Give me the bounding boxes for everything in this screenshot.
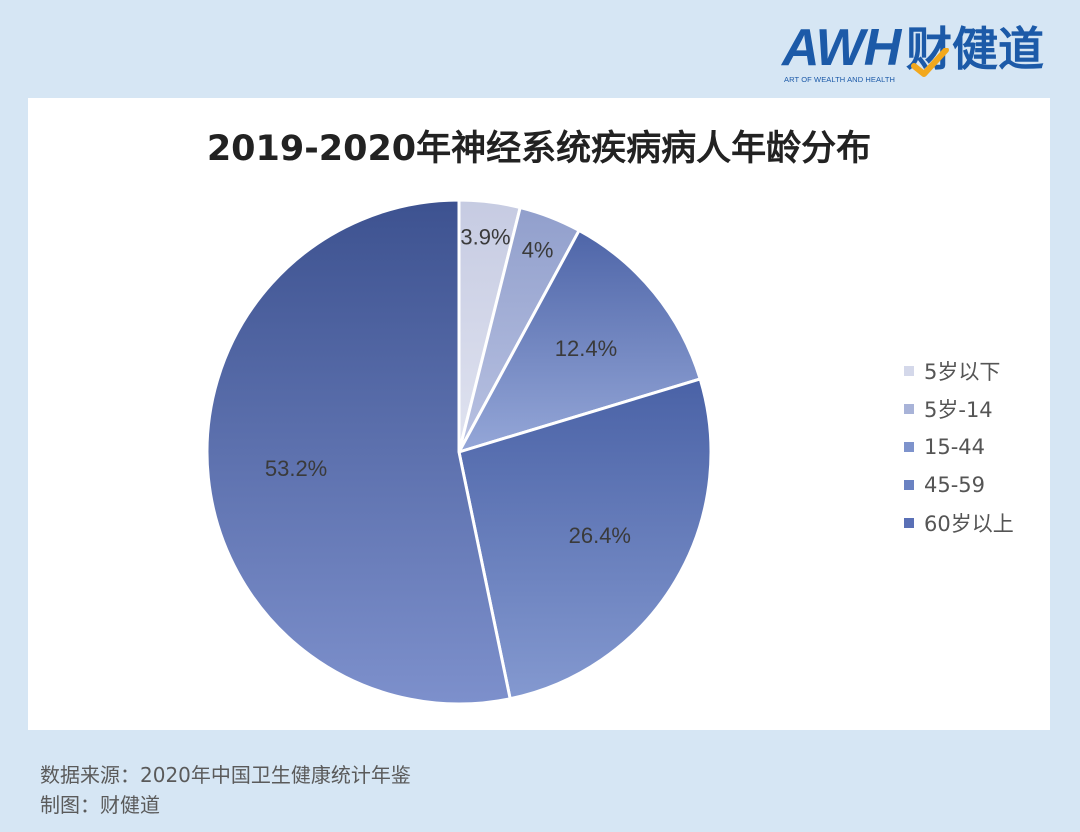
- legend-swatch: [904, 480, 914, 490]
- legend-swatch: [904, 518, 914, 528]
- legend-swatch: [904, 366, 914, 376]
- brand-tagline: ART OF WEALTH AND HEALTH: [784, 75, 896, 84]
- legend-item-1: 5岁以下: [904, 352, 1014, 390]
- chart-credit: 制图：财健道: [40, 793, 160, 817]
- legend-label: 5岁-14: [924, 398, 993, 422]
- slice-label-1: 3.9%: [460, 224, 510, 249]
- legend-item-3: 15-44: [904, 428, 1014, 466]
- legend-item-5: 60岁以上: [904, 504, 1014, 542]
- footer-notes: 数据来源：2020年中国卫生健康统计年鉴 制图：财健道: [40, 760, 411, 820]
- slice-label-5: 53.2%: [265, 456, 327, 481]
- slice-label-4: 26.4%: [569, 523, 631, 548]
- legend-item-4: 45-59: [904, 466, 1014, 504]
- slice-label-2: 4%: [522, 238, 554, 263]
- legend-item-2: 5岁-14: [904, 390, 1014, 428]
- pie-slice-5: [205, 198, 512, 706]
- legend-label: 15-44: [924, 435, 986, 459]
- chart-panel: 2019-2020年神经系统疾病病人年龄分布 3.9% 4% 12.4% 26.4% 5…: [28, 98, 1050, 730]
- legend-label: 60岁以上: [924, 512, 1014, 536]
- checkmark-stroke: [911, 48, 949, 77]
- pie-slice-4: [457, 377, 713, 701]
- legend-label: 5岁以下: [924, 360, 1001, 384]
- data-source: 数据来源：2020年中国卫生健康统计年鉴: [40, 763, 411, 787]
- pie-chart: 3.9% 4% 12.4% 26.4% 53.2%: [205, 198, 713, 706]
- legend-swatch: [904, 442, 914, 452]
- legend-swatch: [904, 404, 914, 414]
- brand-logo: AWH 财健道 ART OF WEALTH AND HEALTH: [782, 20, 1052, 90]
- checkmark-icon: [911, 48, 949, 77]
- legend-label: 45-59: [924, 473, 986, 497]
- legend: 5岁以下 5岁-14 15-44 45-59 60岁以上: [904, 352, 1014, 542]
- chart-title: 2019-2020年神经系统疾病病人年龄分布: [206, 129, 872, 169]
- brand-mark: AWH: [782, 19, 901, 77]
- slice-label-3: 12.4%: [555, 336, 617, 361]
